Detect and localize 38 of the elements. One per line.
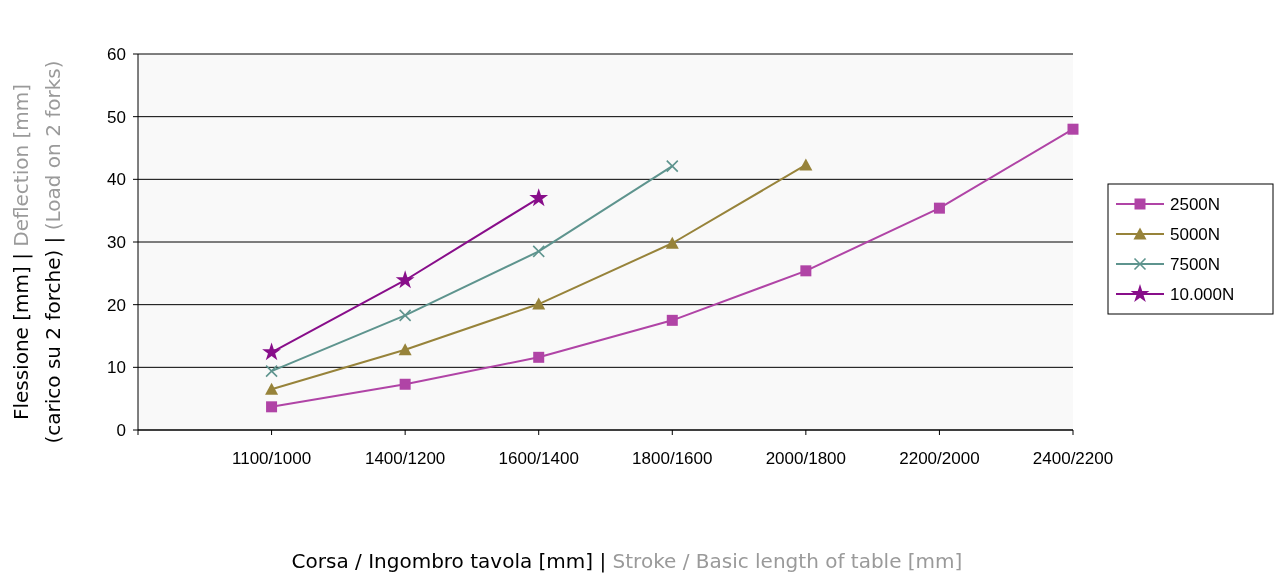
legend-label: 7500N (1170, 254, 1221, 274)
point (266, 401, 278, 413)
legend-label: 10.000N (1170, 284, 1235, 304)
x-tick-label: 1400/1200 (364, 449, 446, 468)
point (265, 382, 279, 395)
x-tick-label: 2200/2000 (899, 449, 980, 468)
point (799, 158, 813, 171)
point (800, 265, 812, 277)
x-tick-label: 1800/1600 (632, 449, 713, 468)
x-tick-label: 1600/1400 (498, 449, 579, 468)
point (933, 202, 945, 214)
y-tick-label: 0 (116, 420, 126, 440)
point (665, 236, 679, 249)
y-tick-label: 20 (107, 295, 126, 315)
point (532, 297, 546, 310)
y-tick-label: 50 (107, 107, 126, 127)
point (398, 309, 412, 322)
legend-label: 2500N (1170, 194, 1221, 214)
x-axis-title: Corsa / Ingombro tavola [mm] | Stroke / Basic length of table [mm] (291, 549, 963, 573)
point (399, 378, 411, 390)
x-tick-label: 2000/1800 (765, 449, 847, 468)
y-tick-label: 10 (107, 358, 126, 378)
point (532, 245, 546, 258)
point (666, 314, 678, 326)
y-tick-label: 40 (107, 170, 126, 190)
y-tick-label: 30 (107, 232, 126, 252)
point (665, 159, 679, 173)
point (529, 188, 549, 207)
y-tick-label: 60 (107, 44, 126, 64)
point (1067, 123, 1079, 135)
x-tick-label: 1100/1000 (232, 449, 312, 468)
point (395, 270, 415, 289)
point (262, 342, 281, 361)
point (265, 364, 278, 378)
point (533, 351, 545, 363)
x-tick-label: 2400/2200 (1032, 449, 1114, 468)
point (398, 343, 412, 356)
legend-label: 5000N (1170, 224, 1221, 244)
